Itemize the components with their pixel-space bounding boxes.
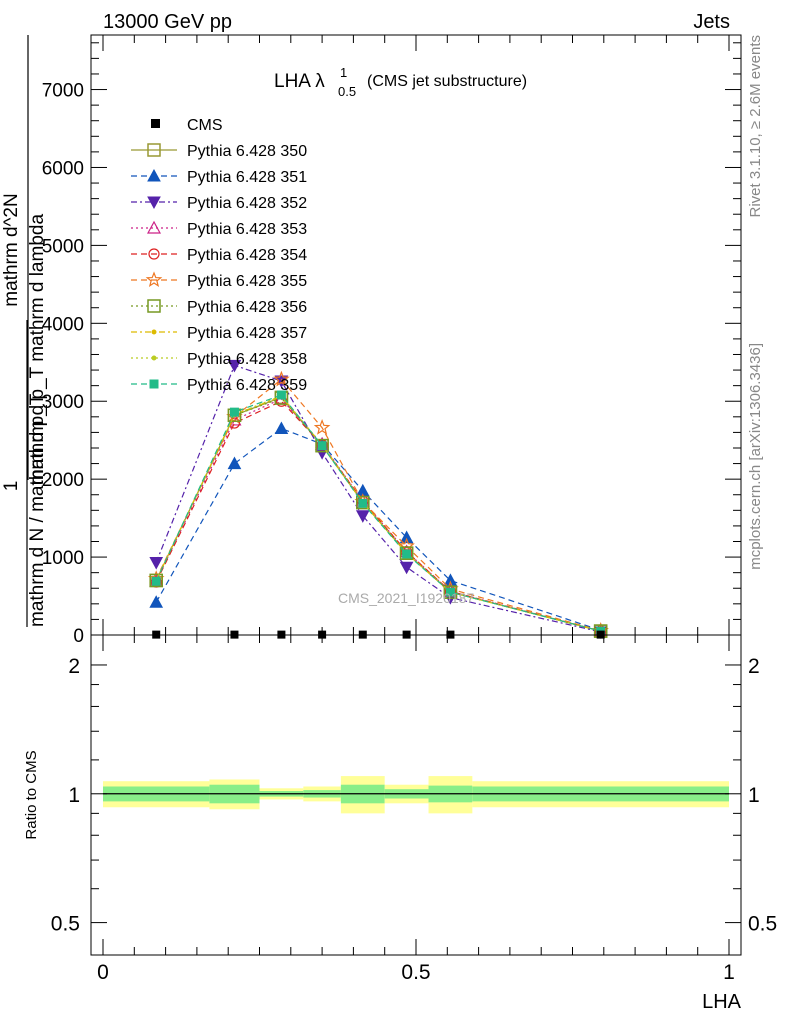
- series-line: [155, 395, 601, 632]
- x-tick-label: 0: [97, 961, 109, 984]
- main-y-tick-label: 1000: [42, 548, 84, 569]
- series-line: [155, 364, 601, 633]
- series-line: [155, 394, 601, 632]
- legend-label: Pythia 6.428 358: [187, 351, 307, 368]
- legend-label: Pythia 6.428 352: [187, 195, 307, 212]
- series-point: [276, 390, 286, 400]
- series-point: [149, 557, 164, 570]
- legend-marker: [147, 168, 161, 182]
- ratio-y-tick-label-right: 2: [748, 655, 760, 678]
- legend-marker: [145, 271, 163, 288]
- ratio-y-ticks: 0.5 0.5 1 1 2 2: [51, 655, 777, 936]
- series-point: [399, 546, 414, 560]
- chart-title: LHA λ 1 0.5 (CMS jet substructure): [274, 65, 527, 99]
- legend-label: Pythia 6.428 356: [187, 299, 307, 316]
- series-point: [356, 495, 370, 510]
- series-point: [151, 576, 161, 586]
- legend-marker: [147, 196, 161, 210]
- main-y-tick-label: 3000: [42, 392, 84, 413]
- title-sup: 1: [340, 65, 347, 80]
- legend-label: Pythia 6.428 357: [187, 325, 307, 342]
- series-line: [155, 378, 601, 632]
- legend-marker: [151, 329, 157, 335]
- legend-marker: [151, 355, 157, 361]
- uncertainty-bands: [103, 776, 729, 814]
- rivet-label: Rivet 3.1.10, ≥ 2.6M events: [747, 35, 764, 218]
- main-y-ticks: 0 1000 2000 3000 4000 5000 6000 7000: [42, 42, 741, 647]
- series-point: [229, 407, 239, 417]
- series-point: [358, 498, 368, 508]
- series-point: [398, 537, 415, 554]
- legend-label: Pythia 6.428 353: [187, 221, 307, 238]
- header-left: 13000 GeV pp: [103, 11, 232, 33]
- legend-marker: [146, 220, 162, 234]
- main-y-tick-label: 4000: [42, 314, 84, 335]
- ratio-y-tick-label-right: 1: [748, 784, 760, 807]
- x-tick-label: 1: [723, 961, 735, 984]
- series-point: [149, 595, 164, 608]
- legend-marker-cms: [151, 119, 160, 128]
- title-main: LHA λ: [274, 71, 325, 92]
- legend-label: Pythia 6.428 351: [187, 169, 307, 186]
- main-y-tick-label: 5000: [42, 236, 84, 257]
- ratio-x-ticks: 0 0.5 1: [97, 635, 735, 984]
- series-point: [445, 587, 455, 597]
- x-axis-label: LHA: [702, 991, 742, 1013]
- series-point: [226, 408, 243, 424]
- ratio-y-tick-label: 2: [68, 655, 80, 678]
- series-line: [155, 427, 601, 631]
- legend-label: Pythia 6.428 354: [187, 247, 307, 264]
- series-point: [313, 419, 331, 435]
- main-y-tick-label: 2000: [42, 470, 84, 491]
- series-point: [315, 438, 329, 453]
- series-point: [399, 561, 414, 575]
- title-suffix: (CMS jet substructure): [367, 73, 527, 90]
- series-point: [402, 549, 412, 559]
- series-10: [151, 390, 606, 636]
- legend-label: Pythia 6.428 359: [187, 377, 307, 394]
- ratio-y-label: Ratio to CMS: [23, 750, 40, 839]
- series-point: [399, 530, 414, 544]
- x-tick-label: 0.5: [401, 961, 430, 984]
- series-point: [443, 585, 458, 599]
- ratio-y-tick-label: 0.5: [51, 913, 80, 936]
- y-label-one: 1: [1, 481, 22, 492]
- main-y-tick-label: 0: [73, 626, 84, 647]
- series-point: [149, 573, 163, 588]
- series-point: [355, 510, 370, 523]
- series-point: [317, 441, 327, 451]
- legend-marker: [148, 248, 160, 260]
- header-right: Jets: [693, 11, 730, 33]
- y-label-dpt-dlambda: mathrm d p_T mathrm d lambda: [27, 214, 48, 485]
- ratio-plot-panel: 0.5 0.51 12 2 0 0.5 1 Ratio to CMS LHA: [23, 634, 777, 1013]
- legend-marker: [147, 299, 161, 313]
- legend-label: Pythia 6.428 350: [187, 143, 307, 160]
- mcplots-label: mcplots.cern.ch [arXiv:1306.3436]: [747, 343, 764, 570]
- y-label-d2n: mathrm d^2N: [1, 193, 22, 306]
- series-point: [274, 421, 289, 435]
- series-point: [227, 456, 242, 470]
- ratio-y-tick-label-right: 0.5: [748, 913, 777, 936]
- legend-marker: [149, 379, 159, 389]
- series-6: [147, 370, 609, 638]
- main-plot-panel: 0 1000 2000 3000 4000 5000 6000 7000 CMS_2021_I…: [42, 34, 742, 647]
- y-label-dndpt: mathrm d N / mathrm d p_T: [27, 393, 48, 627]
- legend: CMS Pythia 6.428 350 Pythia 6.428 351 Pythi…: [131, 117, 307, 394]
- series-point: [227, 359, 242, 373]
- series-point: [273, 370, 290, 387]
- main-y-tick-label: 7000: [42, 81, 84, 102]
- main-y-tick-label: 6000: [42, 158, 84, 179]
- watermark: CMS_2021_I1920187: [338, 590, 474, 606]
- series-layer: [147, 359, 609, 639]
- title-sub: 0.5: [338, 84, 356, 99]
- legend-marker: [147, 143, 161, 157]
- ratio-y-tick-label: 1: [68, 784, 80, 807]
- legend-label: Pythia 6.428 355: [187, 273, 307, 290]
- legend-label: CMS: [187, 117, 223, 134]
- main-y-axis-label: 1 mathrm d N / mathrm d p_T mathrm d^2N …: [1, 35, 48, 627]
